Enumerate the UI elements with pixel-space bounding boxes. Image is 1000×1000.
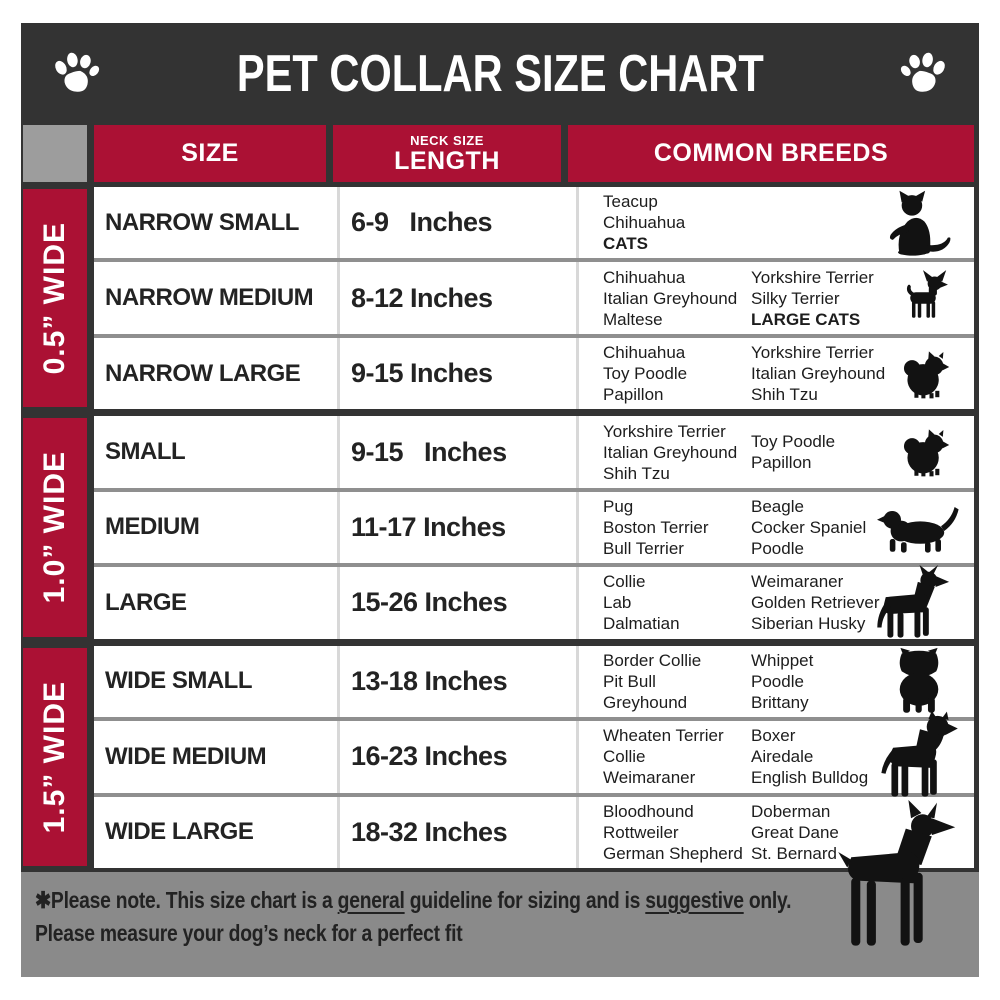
underlined-word: general xyxy=(337,887,405,913)
length-cell: 15-26 Inches xyxy=(340,567,579,639)
width-label-cell: 1.0” WIDE xyxy=(23,418,87,637)
width-group-15: 1.5” WIDE WIDE SMALL 13-18 Inches Border… xyxy=(23,645,974,946)
column-header-row: SIZE NECK SIZE LENGTH COMMON BREEDS xyxy=(21,125,979,187)
breeds-cell: Pug Boston Terrier Bull Terrier Beagle C… xyxy=(579,492,974,563)
size-cell: LARGE xyxy=(94,567,340,639)
table-row: SMALL 9-15 Inches Yorkshire Terrier Ital… xyxy=(94,416,974,488)
breeds-cell: Teacup Chihuahua CATS xyxy=(579,187,974,258)
doberman-icon xyxy=(832,799,964,956)
breed-list-secondary: Weimaraner Golden Retriever Siberian Hus… xyxy=(751,572,880,634)
table-row: NARROW SMALL 6-9 Inches Teacup Chihuahua… xyxy=(94,187,974,259)
length-cell: 9-15 Inches xyxy=(340,416,579,488)
length-cell: 16-23 Inches xyxy=(340,721,579,793)
breeds-cell: Chihuahua Toy Poodle Papillon Yorkshire … xyxy=(579,338,974,409)
breed-list-secondary: Toy Poodle Papillon xyxy=(751,432,836,473)
breed-list-secondary: Beagle Cocker Spaniel Poodle xyxy=(751,496,867,558)
breed-list-secondary: Yorkshire Terrier Silky Terrier LARGE CA… xyxy=(751,267,874,329)
breeds-cell: Bloodhound Rottweiler German Shepherd Do… xyxy=(579,797,974,946)
width-label-cell: 0.5” WIDE xyxy=(23,189,87,408)
underlined-word: suggestive xyxy=(645,887,744,913)
table-row: WIDE LARGE 18-32 Inches Bloodhound Rottw… xyxy=(94,792,974,946)
table-row: LARGE 15-26 Inches Collie Lab Dalmatian … xyxy=(94,563,974,641)
breed-list-primary: Chihuahua Italian Greyhound Maltese xyxy=(603,267,738,329)
breeds-cell: Collie Lab Dalmatian Weimaraner Golden R… xyxy=(579,564,974,641)
table-row: NARROW MEDIUM 8-12 Inches Chihuahua Ital… xyxy=(94,258,974,334)
note-line-1: ✱Please note. This size chart is a gener… xyxy=(35,887,792,913)
table-body: 0.5” WIDE NARROW SMALL 6-9 Inches Teacup… xyxy=(21,187,979,946)
breeds-cell: Wheaten Terrier Collie Weimaraner Boxer … xyxy=(579,710,974,797)
size-cell: MEDIUM xyxy=(94,491,340,564)
column-header-breeds: COMMON BREEDS xyxy=(568,125,974,182)
pomeranian-icon xyxy=(896,423,956,481)
shepherd-dog-icon xyxy=(868,564,966,641)
length-cell: 9-15 Inches xyxy=(340,337,579,410)
pomeranian-icon xyxy=(896,345,956,403)
breed-list-primary: Teacup Chihuahua CATS xyxy=(603,192,686,254)
width-label-cell: 1.5” WIDE xyxy=(23,647,87,866)
width-group-05: 0.5” WIDE NARROW SMALL 6-9 Inches Teacup… xyxy=(23,187,974,410)
breeds-cell: Chihuahua Italian Greyhound Maltese York… xyxy=(579,262,974,333)
corner-cell xyxy=(23,125,87,182)
size-cell: NARROW MEDIUM xyxy=(94,262,340,334)
size-cell: WIDE LARGE xyxy=(94,796,340,868)
width-group-10: 1.0” WIDE SMALL 9-15 Inches Yorkshire Te… xyxy=(23,416,974,641)
breed-list-primary: Pug Boston Terrier Bull Terrier xyxy=(603,496,709,558)
paw-icon xyxy=(47,48,103,100)
breed-list-primary: Wheaten Terrier Collie Weimaraner xyxy=(603,726,724,788)
size-chart: PET COLLAR SIZE CHART SIZE NECK SIZE L xyxy=(21,23,979,977)
dachshund-icon xyxy=(876,499,966,555)
table-row: NARROW LARGE 9-15 Inches Chihuahua Toy P… xyxy=(94,333,974,410)
breeds-cell: Yorkshire Terrier Italian Greyhound Shih… xyxy=(579,416,974,487)
breed-list-secondary: Boxer Airedale English Bulldog xyxy=(751,726,869,788)
length-cell: 6-9 Inches xyxy=(340,187,579,259)
size-cell: NARROW LARGE xyxy=(94,337,340,410)
length-cell: 18-32 Inches xyxy=(340,796,579,868)
width-label: 1.0” WIDE xyxy=(38,451,71,604)
group-rows: NARROW SMALL 6-9 Inches Teacup Chihuahua… xyxy=(94,187,974,410)
table-row: MEDIUM 11-17 Inches Pug Boston Terrier B… xyxy=(94,487,974,564)
chihuahua-icon xyxy=(894,267,952,329)
note-line-2: Please measure your dog’s neck for a per… xyxy=(35,920,463,947)
breeds-cell: Border Collie Pit Bull Greyhound Whippet… xyxy=(579,646,974,717)
breed-list-secondary: Yorkshire Terrier Italian Greyhound Shih… xyxy=(751,343,886,405)
breed-list-primary: Chihuahua Toy Poodle Papillon xyxy=(603,343,688,405)
breed-list-primary: Yorkshire Terrier Italian Greyhound Shih… xyxy=(603,421,738,483)
bulldog-icon xyxy=(888,645,950,717)
group-rows: WIDE SMALL 13-18 Inches Border Collie Pi… xyxy=(94,645,974,946)
table-row: WIDE SMALL 13-18 Inches Border Collie Pi… xyxy=(94,645,974,718)
breed-list-primary: Collie Lab Dalmatian xyxy=(603,572,680,634)
breed-list-primary: Bloodhound Rottweiler German Shepherd xyxy=(603,801,743,863)
length-cell: 8-12 Inches xyxy=(340,262,579,334)
title-bar: PET COLLAR SIZE CHART xyxy=(21,23,979,125)
cat-icon xyxy=(880,190,960,256)
size-cell: SMALL xyxy=(94,416,340,488)
footer-note: ✱Please note. This size chart is a gener… xyxy=(21,872,979,977)
column-header-length: NECK SIZE LENGTH xyxy=(333,125,561,182)
width-label: 1.5” WIDE xyxy=(38,680,71,833)
breed-list-secondary: Whippet Poodle Brittany xyxy=(751,650,814,712)
width-label: 0.5” WIDE xyxy=(38,221,71,375)
column-header-size: SIZE xyxy=(94,125,326,182)
page-title: PET COLLAR SIZE CHART xyxy=(236,45,764,103)
breed-list-secondary: Doberman Great Dane St. Bernard xyxy=(751,801,839,863)
paw-icon xyxy=(897,48,953,100)
size-cell: NARROW SMALL xyxy=(94,187,340,259)
size-cell: WIDE MEDIUM xyxy=(94,721,340,793)
pitbull-icon xyxy=(878,709,962,805)
group-rows: SMALL 9-15 Inches Yorkshire Terrier Ital… xyxy=(94,416,974,641)
breed-list-primary: Border Collie Pit Bull Greyhound xyxy=(603,650,702,712)
length-cell: 13-18 Inches xyxy=(340,645,579,718)
table-row: WIDE MEDIUM 16-23 Inches Wheaten Terrier… xyxy=(94,710,974,797)
length-cell: 11-17 Inches xyxy=(340,491,579,564)
size-cell: WIDE SMALL xyxy=(94,645,340,718)
